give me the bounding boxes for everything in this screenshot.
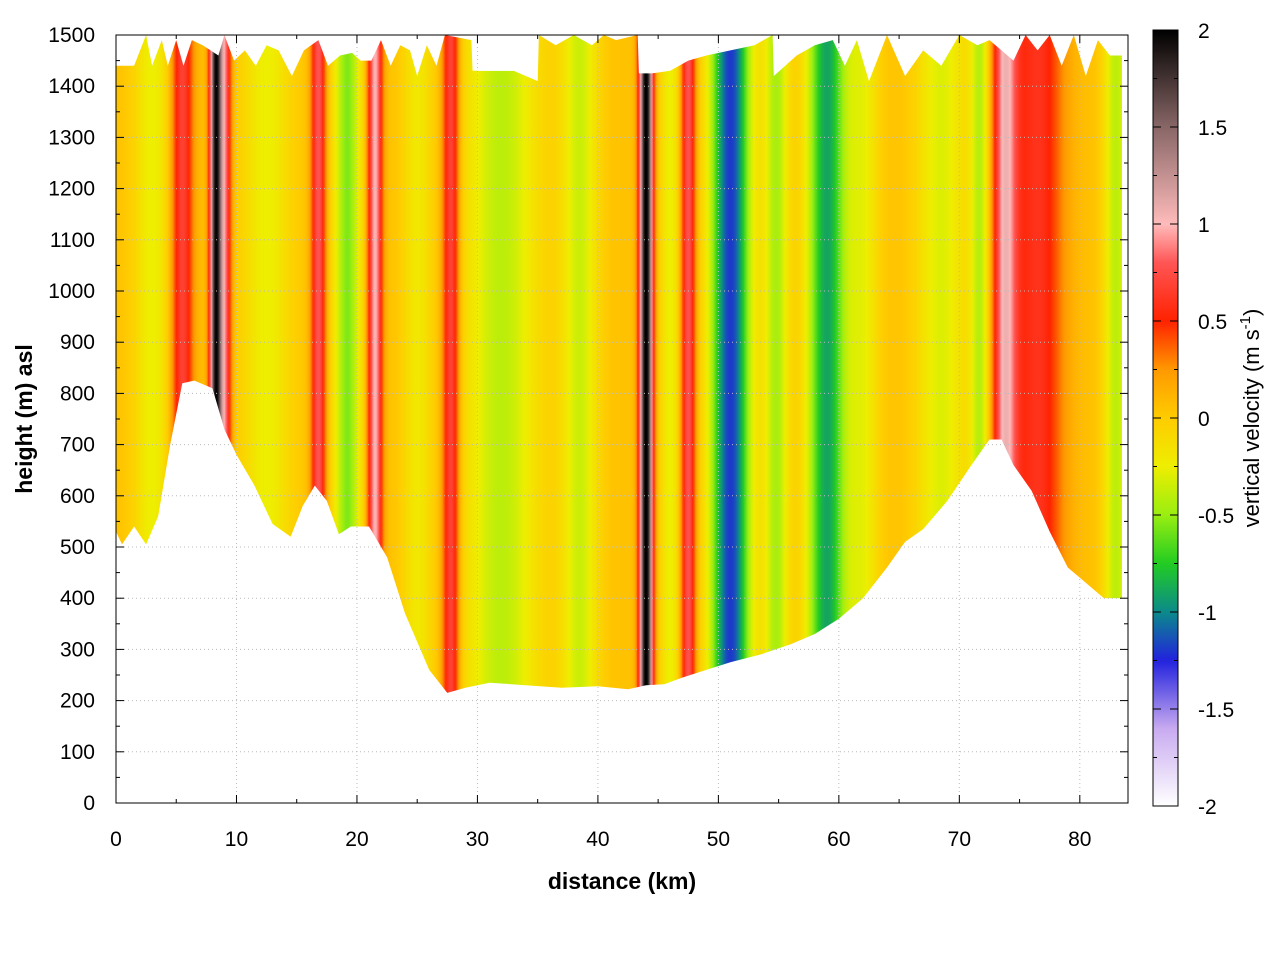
colorbar-tick-label: -1 xyxy=(1198,602,1217,625)
colorbar-tick-label: 1.5 xyxy=(1198,117,1227,140)
colorbar-title: vertical velocity (m s-1) xyxy=(1237,309,1264,528)
y-tick-label: 1500 xyxy=(48,24,95,47)
y-tick-label: 800 xyxy=(60,382,95,405)
colorbar-title-text: vertical velocity (m s xyxy=(1239,329,1264,527)
x-axis-ticks: 0 10 20 30 40 50 60 70 80 xyxy=(110,35,1091,851)
y-tick-label: 100 xyxy=(60,741,95,764)
colorbar-title-superscript: -1 xyxy=(1237,316,1254,329)
colorbar-tick-label: -1.5 xyxy=(1198,699,1234,722)
colorbar: -2 -1.5 -1 -0.5 0 0.5 1 1.5 2 vertical velocity … xyxy=(1152,20,1264,819)
colorbar-tick-label: 1 xyxy=(1198,214,1210,237)
y-tick-label: 1300 xyxy=(48,126,95,149)
y-tick-label: 200 xyxy=(60,690,95,713)
x-tick-label: 50 xyxy=(707,828,730,851)
colorbar-tick-label: 0.5 xyxy=(1198,311,1227,334)
no-data-gap xyxy=(640,35,650,71)
x-axis-title: distance (km) xyxy=(548,868,696,894)
x-tick-label: 30 xyxy=(466,828,489,851)
colorbar-tick-label: -0.5 xyxy=(1198,505,1234,528)
y-axis-ticks: 0 100 200 300 400 500 600 700 800 900 1000 1100 1200… xyxy=(48,24,1128,815)
y-tick-label: 700 xyxy=(60,434,95,457)
y-tick-label: 600 xyxy=(60,485,95,508)
y-tick-label: 300 xyxy=(60,638,95,661)
x-tick-label: 40 xyxy=(586,828,609,851)
x-tick-label: 70 xyxy=(948,828,971,851)
colorbar-tick-label: 0 xyxy=(1198,408,1210,431)
y-tick-label: 900 xyxy=(60,331,95,354)
colorbar-title-close: ) xyxy=(1239,309,1264,316)
no-data-gap xyxy=(477,35,538,71)
y-tick-label: 1100 xyxy=(50,229,95,252)
y-tick-label: 1400 xyxy=(48,75,95,98)
x-tick-label: 80 xyxy=(1068,828,1091,851)
colorbar-tick-label: 2 xyxy=(1198,20,1210,43)
x-tick-label: 60 xyxy=(827,828,850,851)
y-tick-label: 500 xyxy=(60,536,95,559)
x-tick-label: 0 xyxy=(110,828,122,851)
y-tick-label: 1000 xyxy=(48,280,95,303)
x-tick-label: 20 xyxy=(345,828,368,851)
colorbar-tick-label: -2 xyxy=(1198,796,1217,819)
y-tick-label: 0 xyxy=(83,792,95,815)
colorbar-ticks: -2 -1.5 -1 -0.5 0 0.5 1 1.5 2 xyxy=(1153,20,1234,819)
y-tick-label: 1200 xyxy=(48,178,95,201)
y-axis-title: height (m) asl xyxy=(11,344,37,494)
plot-area: 0 10 20 30 40 50 60 70 80 0 100 200 300 400 500 600 700… xyxy=(48,24,1129,851)
y-tick-label: 400 xyxy=(60,587,95,610)
x-tick-label: 10 xyxy=(225,828,248,851)
